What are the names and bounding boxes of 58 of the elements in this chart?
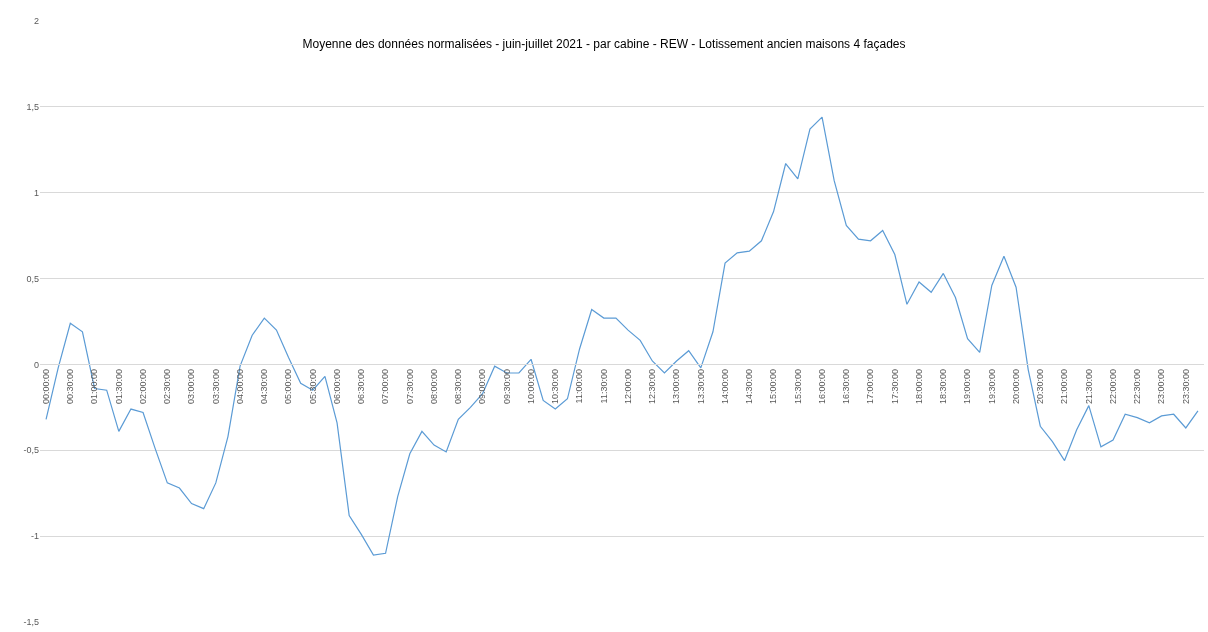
x-tick-label: 03:30:00 (210, 369, 221, 405)
x-tick-label: 14:00:00 (719, 369, 730, 405)
x-tick-label: 09:30:00 (501, 369, 512, 405)
x-tick-label: 23:00:00 (1156, 369, 1167, 405)
x-tick-label: 10:30:00 (550, 369, 561, 405)
y-tick-label: 2 (33, 16, 39, 27)
y-tick-label: 1,5 (26, 102, 39, 113)
x-tick-label: 07:00:00 (380, 369, 391, 405)
x-tick-label: 11:00:00 (574, 369, 585, 404)
x-tick-label: 08:30:00 (453, 369, 464, 405)
x-tick-label: 20:00:00 (1010, 369, 1021, 405)
y-tick-label: -1 (30, 531, 39, 542)
x-tick-label: 05:00:00 (283, 369, 294, 405)
x-tick-label: 23:30:00 (1180, 369, 1191, 405)
x-tick-label: 11:30:00 (598, 369, 609, 404)
x-tick-label: 16:30:00 (841, 369, 852, 405)
x-tick-label: 00:30:00 (65, 369, 76, 405)
x-tick-label: 02:00:00 (137, 369, 148, 405)
x-tick-label: 18:30:00 (938, 369, 949, 405)
x-tick-label: 10:00:00 (525, 369, 536, 405)
x-tick-label: 01:30:00 (113, 369, 124, 405)
y-tick-label: 1 (33, 187, 39, 198)
y-tick-label: -0,5 (23, 445, 39, 456)
x-tick-label: 16:00:00 (816, 369, 827, 405)
x-tick-label: 15:30:00 (792, 369, 803, 405)
x-tick-label: 02:30:00 (162, 369, 173, 405)
x-tick-label: 21:00:00 (1059, 369, 1070, 405)
line-series (45, 116, 1199, 556)
x-tick-label: 17:30:00 (889, 369, 900, 405)
x-tick-label: 01:00:00 (89, 369, 100, 405)
x-tick-label: 20:30:00 (1035, 369, 1046, 405)
x-tick-label: 17:00:00 (865, 369, 876, 405)
x-tick-label: 13:30:00 (695, 369, 706, 405)
y-tick-label: 0,5 (26, 273, 39, 284)
x-tick-label: 00:00:00 (40, 369, 51, 405)
x-tick-label: 19:30:00 (986, 369, 997, 405)
text: Moyenne des données normalisées - juin-juillet 2021 - par cabine - REW - Lotissement ancien maisons 4 façades (302, 37, 906, 52)
y-tick-label: -1,5 (23, 617, 39, 628)
x-tick-label: 06:30:00 (356, 369, 367, 405)
x-tick-label: 09:00:00 (477, 369, 488, 405)
x-tick-label: 08:00:00 (428, 369, 439, 405)
x-tick-label: 12:30:00 (647, 369, 658, 405)
x-tick-label: 13:00:00 (671, 369, 682, 405)
x-tick-label: 19:00:00 (962, 369, 973, 405)
x-tick-label: 15:00:00 (768, 369, 779, 405)
x-tick-label: 18:00:00 (913, 369, 924, 405)
y-tick-label: 0 (33, 359, 39, 370)
x-tick-label: 21:30:00 (1083, 369, 1094, 405)
x-tick-label: 03:00:00 (186, 369, 197, 405)
x-tick-label: 04:00:00 (234, 369, 245, 405)
x-tick-label: 04:30:00 (259, 369, 270, 405)
x-tick-label: 14:30:00 (744, 369, 755, 405)
x-tick-label: 22:00:00 (1107, 369, 1118, 405)
x-tick-label: 12:00:00 (622, 369, 633, 405)
x-tick-label: 05:30:00 (307, 369, 318, 405)
x-tick-label: 07:30:00 (404, 369, 415, 405)
x-tick-label: 06:00:00 (331, 369, 342, 405)
x-tick-label: 22:30:00 (1132, 369, 1143, 405)
